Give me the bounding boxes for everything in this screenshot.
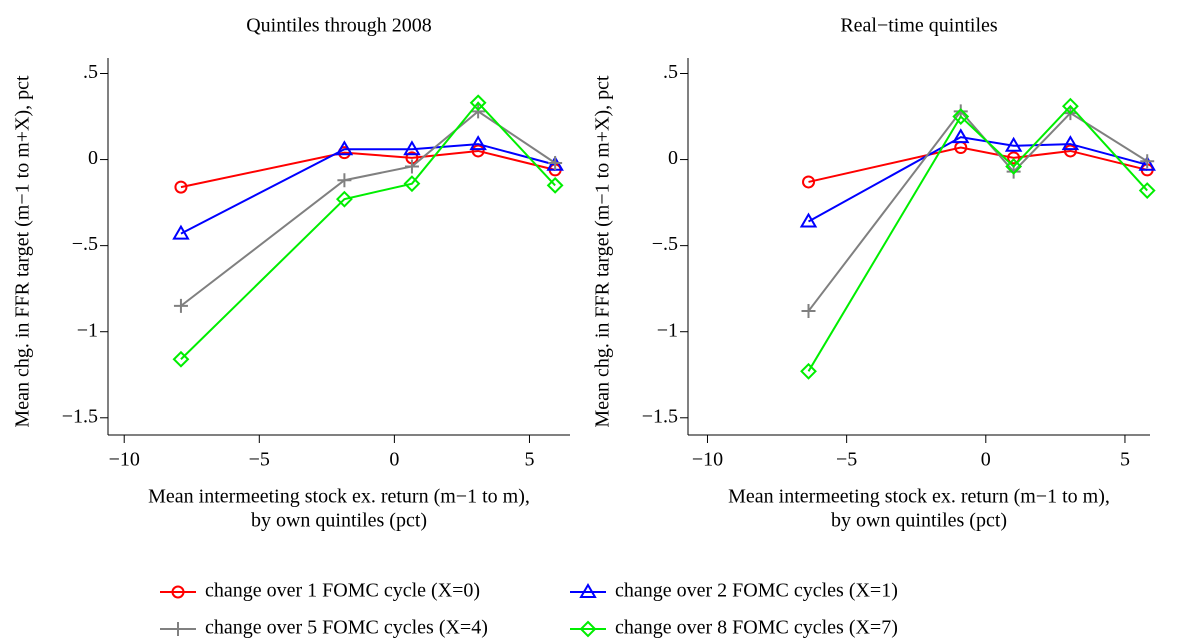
legend-label: change over 2 FOMC cycles (X=1) <box>615 580 898 602</box>
series-line <box>807 104 1148 372</box>
x-axis-title: Mean intermeeting stock ex. return (m−1 … <box>148 486 530 508</box>
x-tick-label: 5 <box>1120 449 1130 471</box>
y-axis-title: Mean chg. in FFR target (m−1 to m+X), pc… <box>12 75 34 428</box>
series-line <box>807 109 1148 312</box>
x-tick-label: −5 <box>836 449 857 471</box>
marker <box>801 304 816 319</box>
series-line <box>808 146 1148 183</box>
series-line <box>180 143 556 235</box>
marker <box>800 362 817 380</box>
marker <box>404 159 419 174</box>
marker <box>546 176 564 194</box>
marker <box>172 224 190 240</box>
marker <box>335 190 353 208</box>
marker <box>1138 182 1156 199</box>
series-line <box>180 110 556 307</box>
x-tick-label: 0 <box>389 449 399 471</box>
x-tick-label: −10 <box>692 449 723 471</box>
y-tick-label: 0 <box>88 147 98 169</box>
marker <box>1007 151 1021 165</box>
y-tick-label: −.5 <box>652 233 678 255</box>
marker <box>548 156 563 171</box>
x-axis-title: Mean intermeeting stock ex. return (m−1 … <box>728 486 1110 508</box>
y-tick-label: 0 <box>668 147 678 169</box>
marker <box>952 128 970 144</box>
marker <box>1061 97 1079 115</box>
marker <box>1061 135 1080 151</box>
legend-marker <box>579 620 597 638</box>
marker <box>174 180 188 194</box>
series-line <box>180 101 556 360</box>
marker <box>799 212 818 228</box>
y-tick-label: −1 <box>77 319 98 341</box>
series-line <box>180 149 556 189</box>
x-tick-label: 5 <box>524 449 534 471</box>
y-tick-label: −1 <box>657 319 678 341</box>
marker <box>1140 154 1155 169</box>
marker <box>471 144 485 158</box>
chart-title: Quintiles through 2008 <box>246 15 432 37</box>
marker <box>1004 136 1023 152</box>
marker <box>1005 158 1023 175</box>
y-tick-label: −.5 <box>72 233 98 255</box>
legend-label: change over 5 FOMC cycles (X=4) <box>205 617 488 639</box>
y-axis-title: Mean chg. in FFR target (m−1 to m+X), pc… <box>592 75 614 428</box>
marker <box>471 104 486 119</box>
legend-marker <box>579 583 597 598</box>
y-tick-label: .5 <box>663 61 678 83</box>
marker <box>469 135 487 151</box>
marker <box>173 298 188 313</box>
marker <box>469 94 487 112</box>
marker <box>335 140 354 156</box>
marker <box>1063 144 1077 158</box>
marker <box>802 175 816 189</box>
x-tick-label: −5 <box>249 449 270 471</box>
y-tick-label: .5 <box>83 61 98 83</box>
x-tick-label: 0 <box>981 449 991 471</box>
legend-marker <box>171 585 185 599</box>
marker <box>1138 155 1156 171</box>
series-line <box>808 136 1148 223</box>
marker <box>952 108 970 125</box>
marker <box>403 175 421 193</box>
x-axis-title: by own quintiles (pct) <box>251 510 427 532</box>
marker <box>403 140 421 156</box>
legend-label: change over 8 FOMC cycles (X=7) <box>615 617 898 639</box>
marker <box>172 350 190 368</box>
y-tick-label: −1.5 <box>62 405 98 427</box>
legend-label: change over 1 FOMC cycle (X=0) <box>205 580 480 602</box>
chart-title: Real−time quintiles <box>840 15 998 37</box>
y-tick-label: −1.5 <box>642 405 678 427</box>
x-axis-title: by own quintiles (pct) <box>831 510 1007 532</box>
legend-marker <box>171 622 185 636</box>
x-tick-label: −10 <box>109 449 140 471</box>
marker <box>337 173 352 188</box>
